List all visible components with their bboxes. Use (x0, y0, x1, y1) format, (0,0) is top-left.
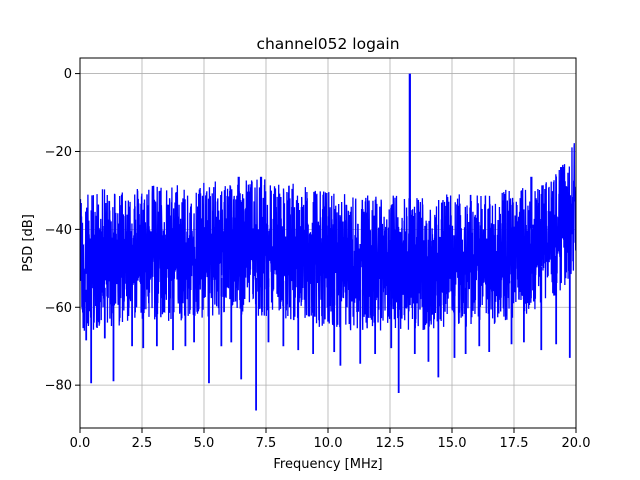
x-axis: 0.0 2.5 5.0 7.5 10.0 12.5 15.0 17.5 20.0 (70, 428, 591, 451)
x-tick-label: 20.0 (562, 436, 591, 451)
y-tick-label: −60 (45, 301, 72, 316)
x-tick-label: 10.0 (314, 436, 343, 451)
x-tick-label: 7.5 (256, 436, 277, 451)
y-axis-label: PSD [dB] (21, 214, 36, 272)
y-tick-label: −80 (45, 379, 72, 394)
x-tick-label: 15.0 (438, 436, 467, 451)
y-tick-label: 0 (64, 67, 72, 82)
series-psd (80, 73, 576, 411)
x-tick-label: 2.5 (132, 436, 153, 451)
x-tick-label: 17.5 (500, 436, 529, 451)
x-tick-label: 0.0 (70, 436, 91, 451)
y-axis: 0 −20 −40 −60 −80 (45, 67, 80, 394)
x-tick-label: 12.5 (376, 436, 405, 451)
chart-title: channel052 logain (256, 35, 399, 53)
y-tick-label: −40 (45, 223, 72, 238)
psd-trace (80, 143, 576, 331)
x-axis-label: Frequency [MHz] (273, 457, 382, 472)
y-tick-label: −20 (45, 145, 72, 160)
x-tick-label: 5.0 (194, 436, 215, 451)
